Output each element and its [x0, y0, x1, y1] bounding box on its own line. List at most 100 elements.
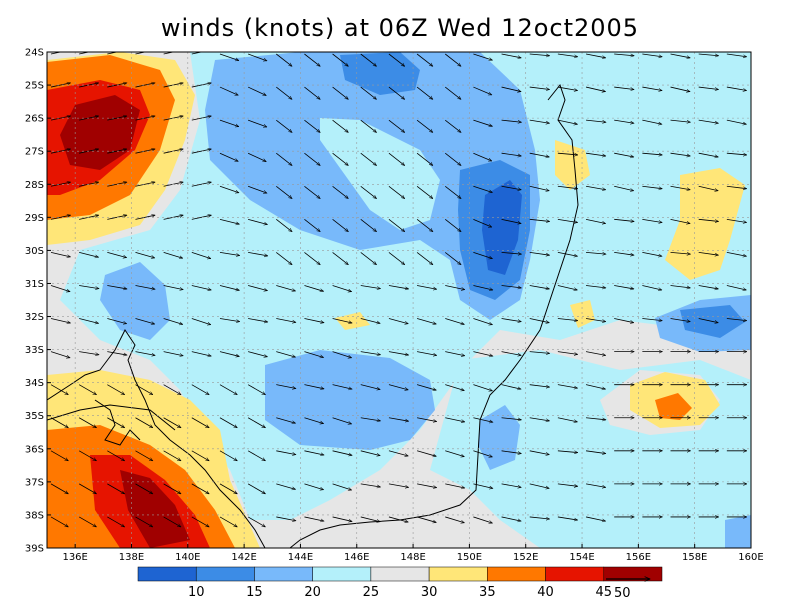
wind-vector	[135, 252, 154, 258]
colorbar: 10 15 20 25 30 35 40 45	[137, 566, 663, 600]
wind-vector	[557, 417, 578, 422]
lat-tick-label: 24S	[25, 48, 44, 59]
wind-vector	[50, 116, 71, 121]
wind-vector	[50, 285, 70, 291]
wind-vector	[501, 483, 522, 487]
wind-vector	[219, 185, 239, 193]
lon-tick-label: 138E	[119, 552, 144, 563]
wind-vector	[219, 86, 238, 96]
wind-vector	[473, 351, 492, 356]
lon-tick-label: 150E	[457, 552, 482, 563]
wind-vector	[276, 219, 292, 231]
wind-vector	[529, 218, 550, 221]
wind-vector	[107, 450, 124, 462]
wind-vector	[304, 318, 324, 323]
wind-vector	[191, 149, 212, 154]
wind-vector	[670, 185, 691, 189]
wind-vector	[501, 119, 522, 122]
colorbar-swatch	[428, 566, 488, 582]
wind-vector	[360, 219, 377, 231]
wind-vector	[755, 252, 775, 254]
wind-vector	[304, 53, 320, 66]
wind-vector	[163, 252, 183, 258]
wind-vector	[473, 516, 492, 523]
wind-vector	[219, 53, 239, 61]
wind-vector	[247, 86, 266, 96]
wind-vector	[445, 318, 464, 325]
wind-vector	[304, 285, 323, 291]
wind-vector	[107, 52, 127, 55]
wind-vector	[332, 252, 349, 264]
wind-vector	[755, 319, 775, 322]
wind-vector	[473, 384, 492, 391]
wind-vector	[360, 152, 377, 165]
wind-vector	[135, 116, 155, 121]
wind-vector	[755, 54, 775, 58]
wind-vector	[191, 252, 211, 258]
lat-tick-label: 26S	[25, 114, 44, 125]
wind-vector	[78, 516, 96, 528]
fill-30-35-coast	[555, 140, 590, 190]
wind-vector	[557, 119, 578, 124]
wind-vector	[276, 252, 292, 264]
wind-vector	[248, 285, 267, 290]
wind-vector	[755, 186, 775, 189]
wind-vector	[698, 318, 719, 323]
wind-vector	[670, 252, 691, 254]
wind-vector	[163, 318, 183, 325]
wind-vector	[614, 318, 634, 323]
wind-vector	[135, 318, 154, 325]
wind-vector	[388, 152, 405, 165]
wind-vector	[388, 516, 408, 522]
wind-vector	[501, 450, 522, 454]
wind-vector	[529, 483, 549, 488]
wind-vector	[191, 351, 211, 356]
wind-vector	[107, 417, 124, 429]
wind-vector	[78, 417, 96, 429]
fill-15-20-south	[265, 350, 435, 450]
wind-vector	[755, 285, 775, 287]
lat-tick-label: 38S	[25, 510, 44, 521]
wind-vector	[416, 516, 436, 523]
wind-vector	[473, 86, 491, 96]
wind-vector	[50, 52, 71, 55]
wind-vector	[670, 285, 691, 287]
wind-vector	[642, 218, 662, 222]
wind-vector	[135, 483, 152, 495]
lat-tick-label: 36S	[25, 444, 44, 455]
wind-vector	[416, 252, 433, 264]
colorbar-swatch	[487, 566, 546, 582]
wind-vector	[163, 285, 184, 289]
wind-vector	[585, 516, 606, 521]
wind-vector	[276, 483, 295, 490]
wind-vector	[501, 152, 522, 156]
wind-vector	[360, 483, 381, 487]
plot-frame	[46, 51, 752, 549]
colorbar-label: 10	[188, 585, 205, 600]
wind-vector	[586, 252, 606, 254]
fill-45-plus-sw	[120, 470, 190, 548]
wind-vector	[388, 53, 405, 66]
shaded-wind-speed	[47, 52, 751, 548]
wind-vector	[304, 417, 323, 424]
wind-vector	[219, 351, 239, 357]
wind-vector	[304, 86, 320, 99]
wind-vector	[388, 185, 405, 198]
wind-vector	[698, 185, 718, 190]
wind-vector	[416, 119, 433, 132]
wind-vector	[191, 116, 212, 121]
wind-vector	[473, 318, 492, 325]
wind-vector	[529, 86, 550, 89]
wind-vector	[726, 53, 747, 57]
wind-vector	[529, 417, 550, 421]
wind-vector	[219, 450, 237, 462]
wind-vector	[614, 119, 634, 123]
wind-vector	[360, 185, 377, 198]
wind-vector	[388, 86, 405, 99]
wind-vector	[473, 417, 492, 422]
wind-vector	[163, 351, 184, 356]
colorbar-swatch	[195, 566, 255, 582]
wind-vector	[304, 185, 320, 198]
wind-vector	[50, 318, 70, 323]
wind-vector	[529, 53, 550, 56]
